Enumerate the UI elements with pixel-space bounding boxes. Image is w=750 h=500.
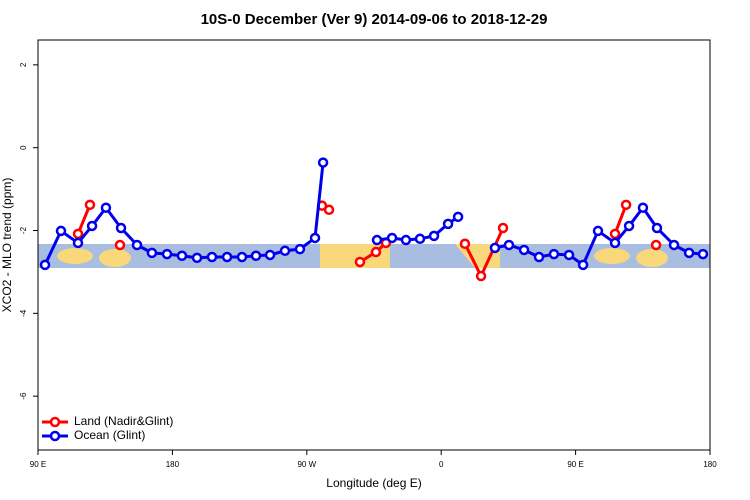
- data-point: [414, 233, 426, 245]
- data-point: [697, 248, 709, 260]
- land-shape: [99, 249, 131, 267]
- land-shape: [455, 244, 500, 268]
- data-point: [206, 251, 218, 263]
- data-point: [563, 249, 575, 261]
- data-point: [294, 243, 306, 255]
- data-point: [497, 222, 509, 234]
- data-point: [176, 250, 188, 262]
- legend-marker: [49, 430, 61, 442]
- data-point: [161, 248, 173, 260]
- data-point: [577, 259, 589, 271]
- land-shape: [636, 249, 668, 267]
- data-point: [683, 247, 695, 259]
- data-point: [371, 234, 383, 246]
- data-point: [386, 232, 398, 244]
- data-point: [191, 252, 203, 264]
- data-point: [309, 232, 321, 244]
- data-point: [620, 199, 632, 211]
- y-tick-label: -4: [19, 309, 28, 317]
- x-tick-label: 180: [703, 460, 717, 469]
- x-tick-label: 90 W: [297, 460, 316, 469]
- data-point: [370, 246, 382, 258]
- data-point: [323, 204, 335, 216]
- data-point: [592, 225, 604, 237]
- y-tick-label: 0: [19, 145, 28, 150]
- y-tick-label: 2: [19, 62, 28, 67]
- x-axis-label: Longitude (deg E): [326, 476, 421, 490]
- data-point: [442, 218, 454, 230]
- legend-marker: [49, 416, 61, 428]
- data-point: [650, 239, 662, 251]
- data-point: [668, 239, 680, 251]
- y-tick-label: -6: [19, 392, 28, 400]
- data-point: [55, 225, 67, 237]
- data-point: [651, 222, 663, 234]
- data-point: [489, 242, 501, 254]
- data-point: [400, 234, 412, 246]
- data-point: [39, 259, 51, 271]
- y-tick-label: -2: [19, 226, 28, 234]
- data-point: [503, 239, 515, 251]
- data-point: [452, 211, 464, 223]
- x-tick-label: 0: [439, 460, 444, 469]
- data-point: [86, 220, 98, 232]
- data-point: [250, 250, 262, 262]
- data-point: [354, 256, 366, 268]
- data-point: [72, 228, 84, 240]
- data-point: [264, 249, 276, 261]
- data-point: [221, 251, 233, 263]
- x-tick-label: 180: [166, 460, 180, 469]
- data-point: [146, 247, 158, 259]
- data-point: [459, 238, 471, 250]
- data-point: [114, 239, 126, 251]
- data-point: [317, 157, 329, 168]
- data-point: [518, 244, 530, 256]
- data-point: [115, 222, 127, 234]
- data-point: [236, 251, 248, 263]
- data-point: [609, 237, 621, 249]
- data-point: [72, 237, 84, 249]
- data-point: [637, 202, 649, 213]
- data-point: [609, 228, 621, 240]
- x-tick-label: 90 E: [30, 460, 46, 469]
- data-point: [475, 270, 487, 282]
- chart-title: 10S-0 December (Ver 9) 2014-09-06 to 201…: [201, 11, 548, 28]
- data-point: [428, 230, 440, 242]
- land-shape: [57, 248, 93, 264]
- data-point: [100, 202, 112, 213]
- legend-label: Land (Nadir&Glint): [74, 414, 173, 428]
- data-point: [279, 245, 291, 257]
- data-point: [623, 220, 635, 232]
- land-shape: [594, 248, 630, 264]
- y-axis-label: XCO2 - MLO trend (ppm): [0, 178, 14, 313]
- x-tick-label: 90 E: [567, 460, 583, 469]
- data-point: [533, 251, 545, 263]
- data-point: [131, 239, 143, 251]
- plot-frame: [37, 39, 711, 451]
- data-point: [84, 199, 96, 211]
- data-point: [548, 248, 560, 260]
- legend-label: Ocean (Glint): [74, 428, 145, 442]
